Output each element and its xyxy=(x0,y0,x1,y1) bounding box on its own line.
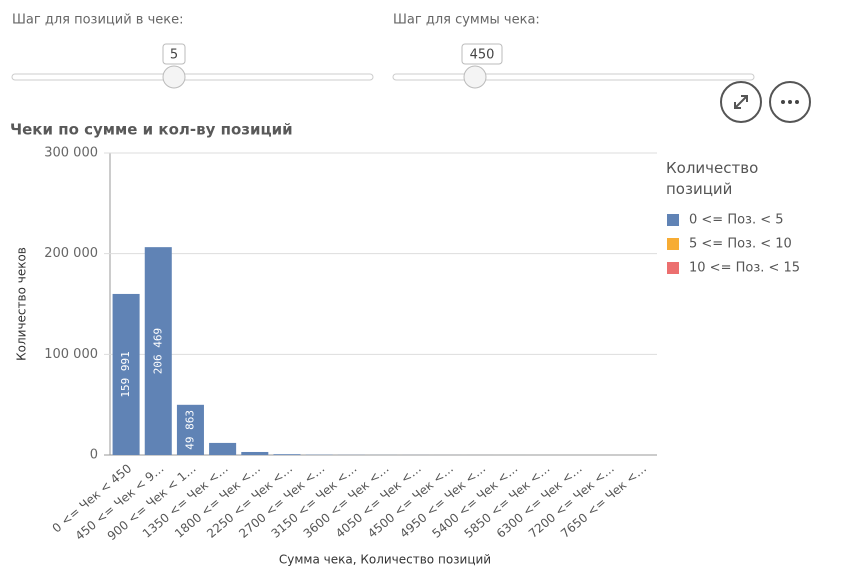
legend-label: 5 <= Поз. < 10 xyxy=(689,237,792,252)
legend-label: 0 <= Поз. < 5 xyxy=(689,213,784,228)
slider-label: Шаг для суммы чека: xyxy=(393,13,540,28)
bar xyxy=(241,452,268,455)
slider-label: Шаг для позиций в чеке: xyxy=(12,13,183,28)
y-tick-label: 200 000 xyxy=(44,246,98,261)
y-axis-label: Количество чеков xyxy=(15,247,29,361)
slider-track xyxy=(393,74,754,80)
dot xyxy=(788,100,792,104)
legend-label: 10 <= Поз. < 15 xyxy=(689,261,800,276)
slider-knob[interactable] xyxy=(464,66,486,88)
slider[interactable]: 450 xyxy=(393,44,754,88)
data-label: 159 991 xyxy=(119,351,132,397)
slider-value: 450 xyxy=(470,48,495,63)
legend-title: Количество позиций xyxy=(666,158,816,200)
legend-swatch xyxy=(667,238,679,250)
slider-track xyxy=(12,74,373,80)
bar xyxy=(273,454,300,455)
y-tick-label: 100 000 xyxy=(44,347,98,362)
x-axis-label: Сумма чека, Количество позиций xyxy=(279,553,491,567)
more-button[interactable] xyxy=(770,82,810,122)
legend-swatch xyxy=(667,262,679,274)
bar xyxy=(209,443,236,455)
chart-title: Чеки по сумме и кол-ву позиций xyxy=(10,121,293,139)
dot xyxy=(781,100,785,104)
slider-value: 5 xyxy=(170,48,178,63)
data-label: 206 469 xyxy=(151,328,164,374)
legend-swatch xyxy=(667,214,679,226)
slider[interactable]: 5 xyxy=(12,44,373,88)
data-label: 49 863 xyxy=(183,410,196,450)
slider-knob[interactable] xyxy=(163,66,185,88)
expand-button[interactable] xyxy=(721,82,761,122)
y-tick-label: 0 xyxy=(90,448,98,463)
y-tick-label: 300 000 xyxy=(44,146,98,161)
legend-title-box: Количество позиций xyxy=(666,158,816,202)
dot xyxy=(795,100,799,104)
